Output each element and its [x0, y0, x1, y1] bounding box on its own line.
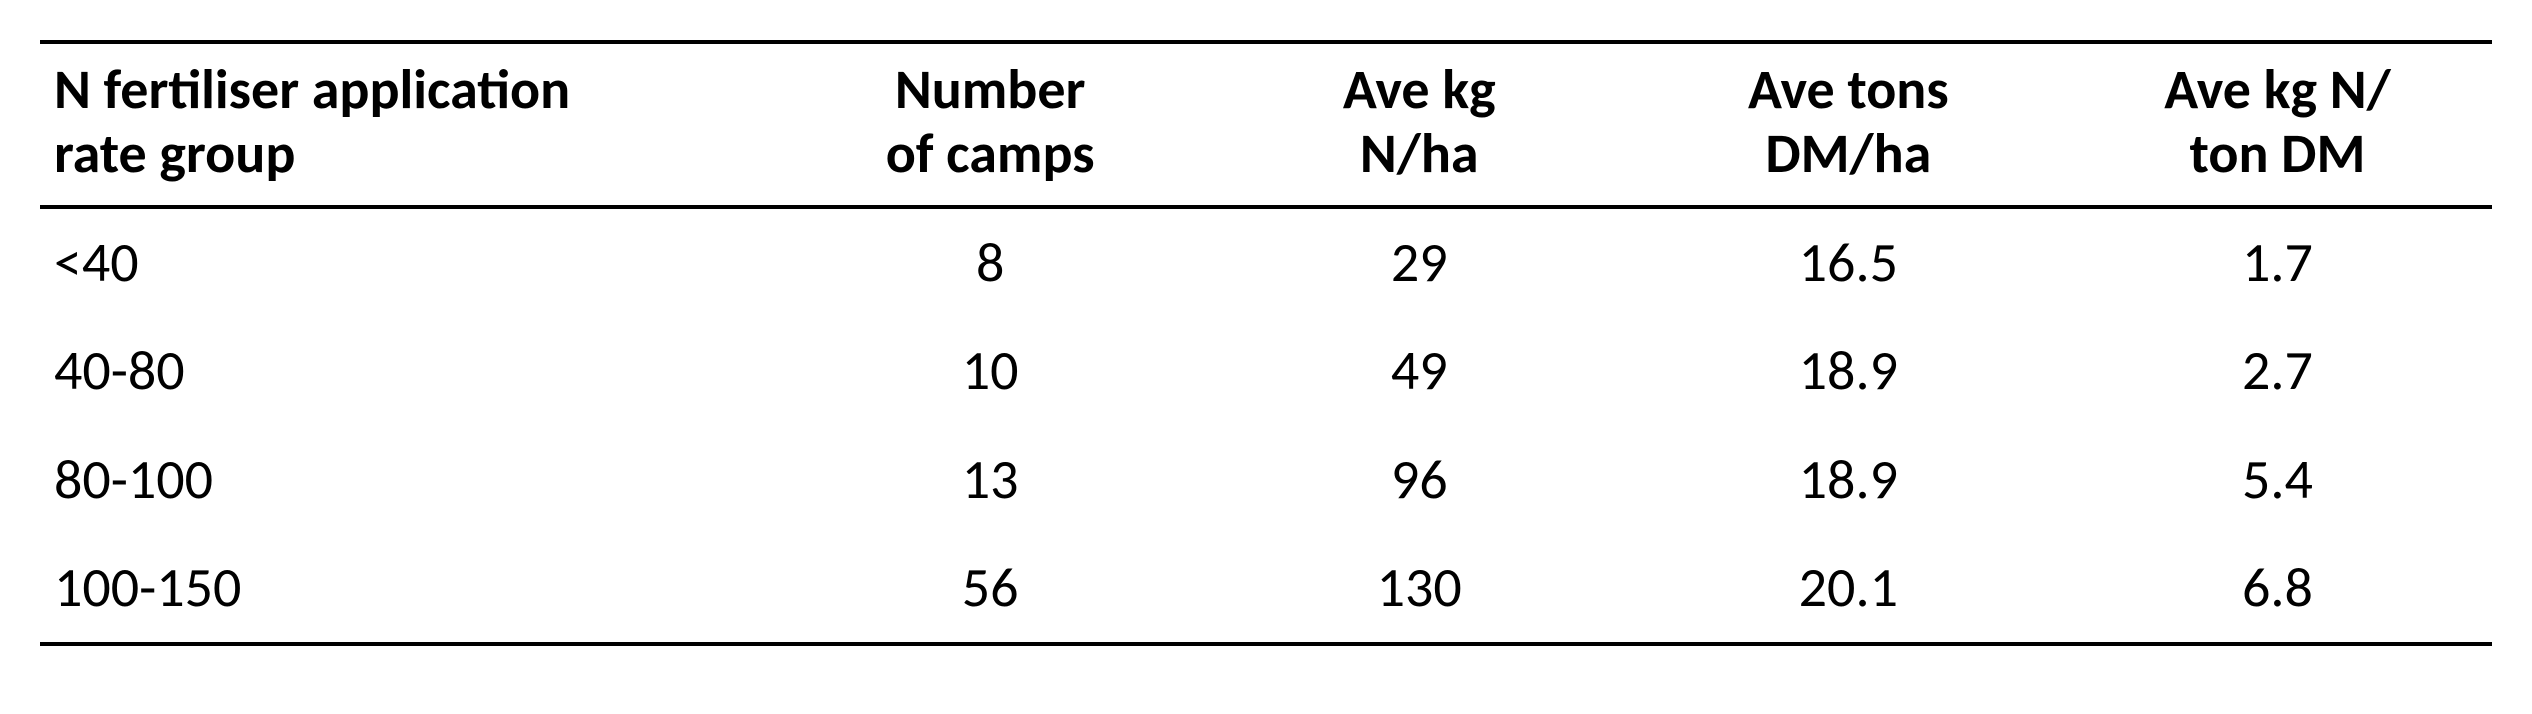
cell-ave-kg-n-ton-dm: 5.4 [2063, 426, 2492, 534]
cell-ave-kg-n-ton-dm: 1.7 [2063, 207, 2492, 317]
col-header-number-camps: Number of camps [776, 42, 1205, 207]
cell-rate-group: <40 [40, 207, 776, 317]
cell-rate-group: 100-150 [40, 534, 776, 644]
col-header-rate-group: N fertiliser application rate group [40, 42, 776, 207]
col-header-ave-tons-dm-ha: Ave tons DM/ha [1634, 42, 2063, 207]
cell-ave-kg-n-ha: 96 [1205, 426, 1634, 534]
cell-ave-kg-n-ha: 49 [1205, 317, 1634, 425]
cell-ave-tons-dm-ha: 18.9 [1634, 317, 2063, 425]
table-row: <40 8 29 16.5 1.7 [40, 207, 2492, 317]
cell-ave-kg-n-ton-dm: 6.8 [2063, 534, 2492, 644]
cell-ave-kg-n-ha: 29 [1205, 207, 1634, 317]
cell-ave-kg-n-ton-dm: 2.7 [2063, 317, 2492, 425]
cell-rate-group: 40-80 [40, 317, 776, 425]
col-header-ave-kg-n-ha: Ave kg N/ha [1205, 42, 1634, 207]
cell-number-camps: 8 [776, 207, 1205, 317]
cell-ave-tons-dm-ha: 18.9 [1634, 426, 2063, 534]
col-header-text: of camps [784, 122, 1197, 186]
col-header-ave-kg-n-ton-dm: Ave kg N/ ton DM [2063, 42, 2492, 207]
cell-number-camps: 56 [776, 534, 1205, 644]
table-row: 40-80 10 49 18.9 2.7 [40, 317, 2492, 425]
fertiliser-table-wrapper: N fertiliser application rate group Numb… [40, 40, 2492, 646]
col-header-text: rate group [54, 122, 768, 186]
col-header-text: DM/ha [1642, 122, 2055, 186]
table-row: 80-100 13 96 18.9 5.4 [40, 426, 2492, 534]
col-header-text: ton DM [2071, 122, 2484, 186]
table-header-row: N fertiliser application rate group Numb… [40, 42, 2492, 207]
cell-ave-kg-n-ha: 130 [1205, 534, 1634, 644]
table-row: 100-150 56 130 20.1 6.8 [40, 534, 2492, 644]
cell-ave-tons-dm-ha: 16.5 [1634, 207, 2063, 317]
cell-rate-group: 80-100 [40, 426, 776, 534]
cell-number-camps: 10 [776, 317, 1205, 425]
col-header-text: N/ha [1213, 122, 1626, 186]
cell-ave-tons-dm-ha: 20.1 [1634, 534, 2063, 644]
cell-number-camps: 13 [776, 426, 1205, 534]
col-header-text: Ave kg [1213, 58, 1626, 122]
col-header-text: Number [784, 58, 1197, 122]
fertiliser-table: N fertiliser application rate group Numb… [40, 40, 2492, 646]
col-header-text: N fertiliser application [54, 58, 768, 122]
col-header-text: Ave tons [1642, 58, 2055, 122]
col-header-text: Ave kg N/ [2071, 58, 2484, 122]
